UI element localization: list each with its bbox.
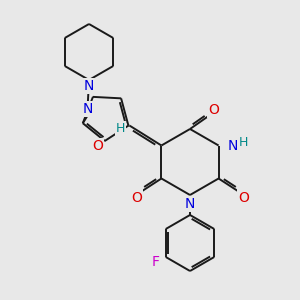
Text: H: H: [239, 136, 248, 149]
Text: F: F: [152, 255, 160, 269]
Text: O: O: [208, 103, 219, 117]
Text: N: N: [227, 139, 238, 152]
Text: O: O: [92, 139, 103, 153]
Text: O: O: [238, 190, 249, 205]
Text: N: N: [185, 197, 195, 211]
Text: N: N: [82, 102, 93, 116]
Text: H: H: [116, 122, 125, 135]
Text: O: O: [131, 190, 142, 205]
Text: N: N: [84, 79, 94, 93]
